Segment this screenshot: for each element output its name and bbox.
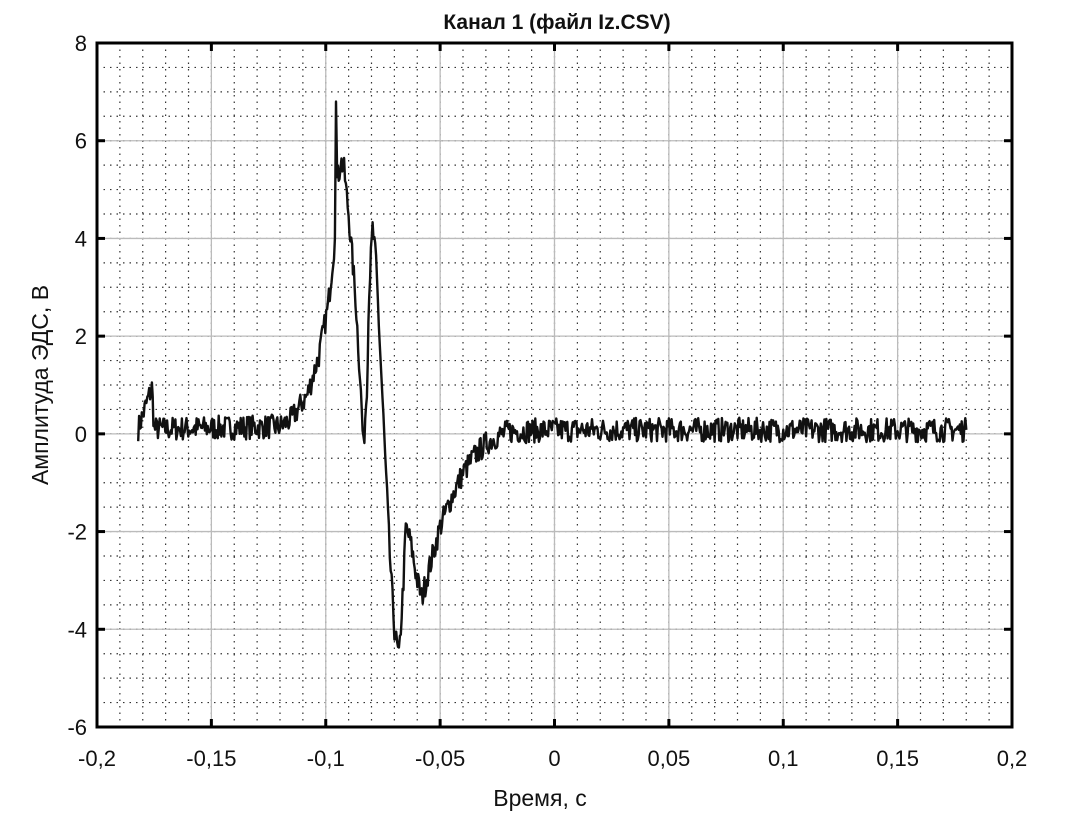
x-axis-label: Время, с	[493, 785, 586, 811]
x-tick-label: -0,05	[415, 746, 465, 771]
x-tick-label: 0,2	[997, 746, 1028, 771]
plot-frame	[95, 41, 1014, 729]
y-tick-label: -2	[67, 520, 87, 545]
grid	[96, 42, 1013, 728]
y-axis-label: Амплитуда ЭДС, В	[27, 285, 53, 485]
y-tick-label: -6	[67, 715, 87, 740]
chart-title: Канал 1 (файл Iz.CSV)	[443, 11, 670, 34]
axis-ticks: -0,2 -0,15 -0,1 -0,05 0 0,05 0,1 0,15 0,2 -6 -4 -2 0…	[67, 31, 1027, 771]
x-tick-label: 0	[548, 746, 560, 771]
series-layer	[137, 100, 968, 649]
y-tick-label: 0	[75, 422, 87, 447]
y-tick-label: 6	[75, 129, 87, 154]
x-tick-label: 0,15	[876, 746, 919, 771]
x-tick-label: 0,1	[768, 746, 799, 771]
x-tick-label: -0,15	[186, 746, 236, 771]
series-line	[137, 100, 968, 649]
y-tick-label: -4	[67, 617, 87, 642]
y-tick-label: 4	[75, 226, 87, 251]
x-tick-label: -0,2	[78, 746, 116, 771]
x-tick-label: -0,1	[307, 746, 345, 771]
x-tick-label: 0,05	[647, 746, 690, 771]
y-tick-label: 2	[75, 324, 87, 349]
y-tick-label: 8	[75, 31, 87, 56]
